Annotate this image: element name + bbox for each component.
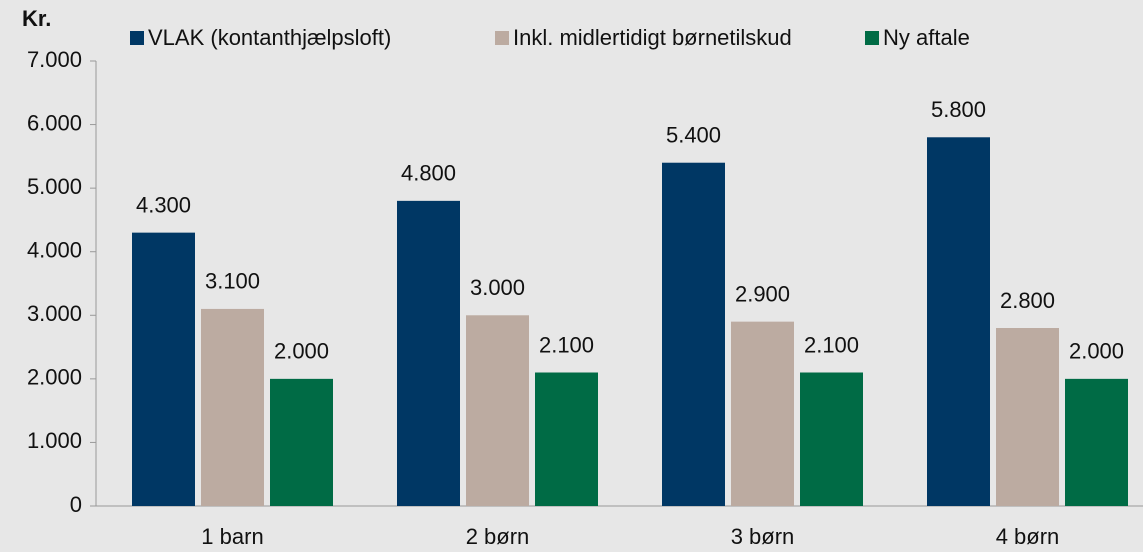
y-tick-label: 4.000 <box>27 238 82 263</box>
value-label: 3.100 <box>205 269 260 294</box>
y-axis-label: Kr. <box>22 6 51 31</box>
bar <box>535 372 598 506</box>
y-tick-label: 1.000 <box>27 428 82 453</box>
bar <box>800 372 863 506</box>
x-tick-label: 1 barn <box>201 524 263 549</box>
y-tick-label: 7.000 <box>27 47 82 72</box>
value-label: 2.900 <box>735 281 790 306</box>
y-tick-label: 3.000 <box>27 301 82 326</box>
bar <box>662 162 725 506</box>
value-label: 4.800 <box>401 161 456 186</box>
y-tick-label: 2.000 <box>27 365 82 390</box>
value-label: 5.800 <box>931 97 986 122</box>
value-label: 2.000 <box>1069 339 1124 364</box>
x-tick-label: 4 børn <box>996 524 1060 549</box>
bar <box>201 308 264 506</box>
legend-label: Inkl. midlertidigt børnetilskud <box>513 25 792 50</box>
x-tick-label: 3 børn <box>731 524 795 549</box>
value-label: 2.100 <box>804 332 859 357</box>
legend-swatch <box>495 31 509 45</box>
legend-label: Ny aftale <box>883 25 970 50</box>
bar <box>927 137 990 507</box>
value-label: 5.400 <box>666 123 721 148</box>
bar <box>270 378 333 506</box>
value-label: 3.000 <box>470 275 525 300</box>
legend-swatch <box>865 31 879 45</box>
legend-swatch <box>130 31 144 45</box>
y-tick-label: 6.000 <box>27 110 82 135</box>
y-tick-label: 0 <box>70 492 82 517</box>
bar <box>397 200 460 506</box>
value-label: 4.300 <box>136 192 191 217</box>
value-label: 2.000 <box>274 339 329 364</box>
bar <box>132 232 195 506</box>
bar <box>1065 378 1128 506</box>
legend-label: VLAK (kontanthjælpsloft) <box>148 25 391 50</box>
x-tick-label: 2 børn <box>466 524 530 549</box>
value-label: 2.800 <box>1000 288 1055 313</box>
y-tick-label: 5.000 <box>27 174 82 199</box>
bar <box>996 328 1059 506</box>
bar <box>731 321 794 506</box>
value-label: 2.100 <box>539 332 594 357</box>
bar <box>466 315 529 506</box>
